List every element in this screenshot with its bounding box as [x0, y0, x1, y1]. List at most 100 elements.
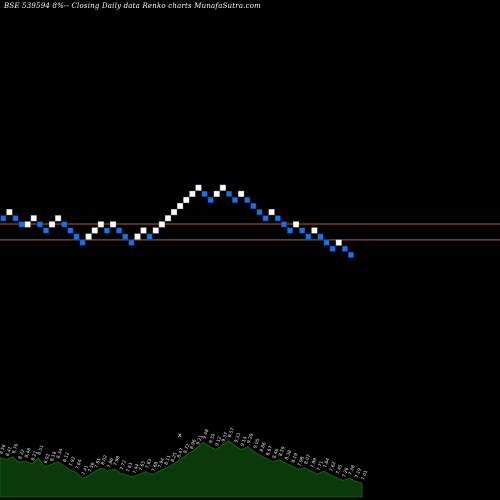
renko-brick-down	[347, 251, 354, 258]
renko-brick-down	[317, 233, 324, 240]
volume-label: 7.19	[354, 467, 363, 479]
renko-brick-down	[207, 196, 214, 203]
volume-label: 8.48	[24, 447, 33, 459]
volume-label: 8.32	[17, 449, 26, 461]
renko-brick-down	[73, 233, 80, 240]
volume-label: 8.25	[170, 451, 179, 463]
renko-brick-down	[12, 215, 19, 222]
symbol-label: BSE 539594	[4, 2, 50, 10]
volume-label: 7.38	[348, 464, 357, 476]
volume-label: 8.19	[49, 451, 58, 463]
volume-label: 7.65	[138, 460, 147, 472]
volume-label: 9.48	[201, 428, 210, 440]
renko-brick-up	[177, 203, 184, 210]
renko-brick-down	[244, 196, 251, 203]
renko-brick-up	[85, 233, 92, 240]
volume-label: 7.92	[68, 456, 77, 468]
volume-label: 8.02	[100, 454, 109, 466]
volume-label: 8.51	[36, 444, 45, 456]
volume-label: 8.19	[290, 452, 299, 464]
volume-label: 7.26	[341, 467, 350, 479]
renko-brick-up	[213, 190, 220, 197]
volume-label: 7.81	[94, 457, 103, 469]
volume-label: 9.28	[246, 433, 255, 445]
volume-label: 9.33	[233, 432, 242, 444]
renko-brick-up	[6, 209, 13, 216]
volume-label: 8.46	[271, 448, 280, 460]
volume-label: 7.68	[151, 461, 160, 473]
renko-brick-down	[122, 233, 129, 240]
renko-brick-down	[36, 221, 43, 228]
renko-brick-up	[110, 221, 117, 228]
renko-brick-down	[79, 239, 86, 246]
renko-brick-up	[189, 190, 196, 197]
renko-brick-down	[232, 196, 239, 203]
volume-label: 7.01	[360, 469, 369, 481]
volume-label: 7.45	[335, 464, 344, 476]
volume-label: 8.41	[5, 446, 14, 458]
volume-label: 8.96	[189, 438, 198, 450]
volume-label: 8.34	[55, 448, 64, 460]
renko-brick-down	[341, 245, 348, 252]
renko-brick-down	[256, 209, 263, 216]
chart-header: BSE 539594 8%-- Closing Daily data Renko…	[4, 2, 261, 10]
volume-label: 7.44	[132, 463, 141, 475]
renko-brick-up	[152, 227, 159, 234]
renko-brick-down	[274, 215, 281, 222]
volume-label: 8.21	[30, 450, 39, 462]
volume-label: 7.56	[87, 461, 96, 473]
renko-brick-up	[134, 233, 141, 240]
volume-label: 8.12	[62, 451, 71, 463]
volume-panel: 8.568.418.768.328.488.218.518.028.198.34…	[0, 427, 369, 498]
renko-brick-down	[0, 215, 7, 222]
volume-label: 7.98	[113, 455, 122, 467]
renko-brick-up	[238, 190, 245, 197]
renko-brick-up	[311, 227, 318, 234]
renko-brick-down	[280, 221, 287, 228]
volume-label: 9.05	[252, 438, 261, 450]
renko-brick-up	[171, 209, 178, 216]
volume-label: 7.61	[125, 461, 134, 473]
renko-brick-up	[268, 209, 275, 216]
volume-area	[0, 440, 363, 498]
renko-brick-up	[91, 227, 98, 234]
volume-label: 8.86	[259, 441, 268, 453]
volume-label: 7.84	[322, 457, 331, 469]
renko-brick-up	[164, 215, 171, 222]
volume-label: 8.07	[303, 454, 312, 466]
renko-brick-up	[293, 221, 300, 228]
volume-label: 9.12	[214, 436, 223, 448]
volume-label: 7.86	[106, 457, 115, 469]
renko-brick-up	[195, 184, 202, 191]
volume-label: 7.72	[119, 459, 128, 471]
renko-brick-up	[24, 221, 31, 228]
volume-label: 7.98	[297, 456, 306, 468]
renko-bricks	[0, 184, 354, 258]
volume-label: 8.72	[182, 443, 191, 455]
volume-label: 9.21	[195, 434, 204, 446]
renko-brick-up	[140, 227, 147, 234]
renko-brick-down	[201, 190, 208, 197]
renko-brick-down	[61, 221, 68, 228]
volume-label: 7.83	[144, 458, 153, 470]
volume-label: 8.47	[176, 447, 185, 459]
renko-brick-down	[286, 227, 293, 234]
renko-brick-down	[18, 221, 25, 228]
volume-label: 8.76	[11, 443, 20, 455]
volume-label: 8.56	[0, 443, 7, 455]
renko-brick-up	[97, 221, 104, 228]
renko-brick-down	[103, 227, 110, 234]
volume-label: 9.14	[240, 436, 249, 448]
volume-label: 8.67	[265, 445, 274, 457]
volume-label: 7.64	[74, 459, 83, 471]
renko-brick-down	[225, 190, 232, 197]
renko-brick-down	[305, 233, 312, 240]
renko-brick-up	[335, 239, 342, 246]
renko-brick-down	[116, 227, 123, 234]
volume-label: 7.62	[328, 461, 337, 473]
volume-label: 8.38	[284, 449, 293, 461]
renko-brick-up	[55, 215, 62, 222]
renko-brick-up	[158, 221, 165, 228]
